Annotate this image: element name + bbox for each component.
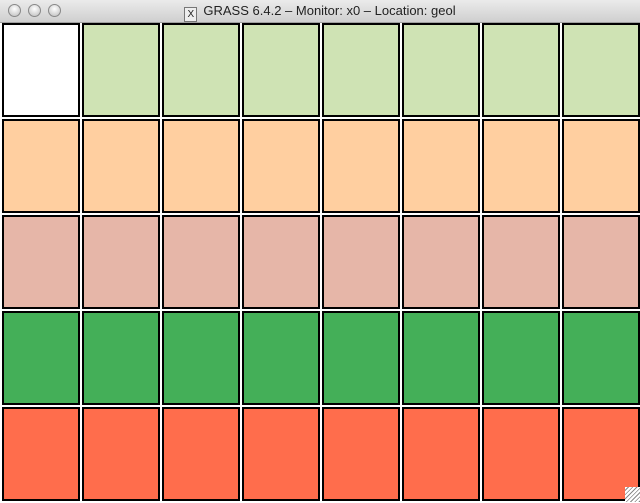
- color-cell-r1-c4: [242, 23, 320, 117]
- color-cell-r1-c2: [82, 23, 160, 117]
- color-cell-r1-c1: [2, 23, 80, 117]
- color-cell-r4-c4: [242, 311, 320, 405]
- color-cell-r3-c7: [482, 215, 560, 309]
- color-cell-r2-c2: [82, 119, 160, 213]
- color-cell-r5-c2: [82, 407, 160, 501]
- color-cell-r5-c3: [162, 407, 240, 501]
- window-title-text: GRASS 6.4.2 – Monitor: x0 – Location: ge…: [203, 3, 455, 18]
- color-cell-r2-c8: [562, 119, 640, 213]
- color-cell-r5-c4: [242, 407, 320, 501]
- color-cell-r1-c3: [162, 23, 240, 117]
- color-cell-r1-c8: [562, 23, 640, 117]
- color-cell-r3-c4: [242, 215, 320, 309]
- color-cell-r3-c6: [402, 215, 480, 309]
- color-cell-r3-c8: [562, 215, 640, 309]
- color-cell-r2-c5: [322, 119, 400, 213]
- window-title: X GRASS 6.4.2 – Monitor: x0 – Location: g…: [0, 3, 640, 22]
- color-cell-r3-c5: [322, 215, 400, 309]
- color-cell-r2-c6: [402, 119, 480, 213]
- color-cell-r2-c1: [2, 119, 80, 213]
- color-cell-r3-c2: [82, 215, 160, 309]
- color-cell-r2-c4: [242, 119, 320, 213]
- color-grid: [2, 23, 640, 503]
- color-cell-r4-c1: [2, 311, 80, 405]
- color-cell-r5-c7: [482, 407, 560, 501]
- color-cell-r4-c3: [162, 311, 240, 405]
- color-cell-r4-c6: [402, 311, 480, 405]
- color-cell-r1-c5: [322, 23, 400, 117]
- color-cell-r4-c2: [82, 311, 160, 405]
- resize-grip-icon[interactable]: [625, 487, 640, 502]
- color-cell-r5-c1: [2, 407, 80, 501]
- x11-icon: X: [184, 7, 197, 22]
- color-cell-r5-c6: [402, 407, 480, 501]
- color-cell-r4-c5: [322, 311, 400, 405]
- color-cell-r5-c5: [322, 407, 400, 501]
- color-cell-r4-c7: [482, 311, 560, 405]
- color-cell-r3-c3: [162, 215, 240, 309]
- title-bar[interactable]: X GRASS 6.4.2 – Monitor: x0 – Location: g…: [0, 0, 640, 23]
- color-cell-r2-c3: [162, 119, 240, 213]
- color-cell-r4-c8: [562, 311, 640, 405]
- color-cell-r1-c6: [402, 23, 480, 117]
- color-cell-r2-c7: [482, 119, 560, 213]
- color-cell-r3-c1: [2, 215, 80, 309]
- color-cell-r1-c7: [482, 23, 560, 117]
